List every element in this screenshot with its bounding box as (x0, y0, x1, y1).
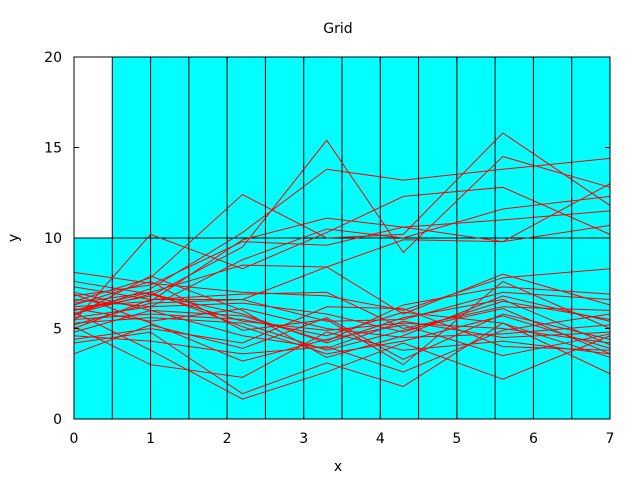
series-line (73, 326, 611, 378)
series-line (73, 308, 611, 339)
x-tick-label: 3 (299, 431, 308, 447)
x-tick-label: 5 (452, 431, 461, 447)
series-line (73, 210, 611, 297)
series-line (73, 291, 611, 330)
x-tick-label: 0 (70, 431, 79, 447)
series-line (73, 322, 611, 395)
series-line (73, 280, 611, 366)
grid-lines (74, 57, 611, 419)
series-lines (73, 132, 611, 400)
series-line (73, 313, 611, 360)
chart-title: Grid (323, 21, 352, 37)
series-line (73, 266, 611, 326)
series-line (73, 311, 611, 400)
series-line (73, 293, 611, 362)
fill-upper-region (112, 57, 611, 238)
y-tick-label: 0 (53, 412, 62, 428)
series-line (73, 286, 611, 342)
series-line (73, 291, 611, 355)
y-axis-label: y (6, 234, 22, 242)
x-tick-label: 1 (146, 431, 155, 447)
series-line (73, 308, 611, 355)
series-line (73, 157, 611, 315)
series-line (73, 306, 611, 351)
x-tick-label: 4 (376, 431, 385, 447)
x-axis-label: x (334, 459, 342, 475)
series-line (73, 186, 611, 322)
series-line (73, 268, 611, 311)
series-line (73, 139, 611, 311)
series-line (73, 313, 611, 373)
y-axis-ticks: 0 5 10 15 20 (44, 50, 610, 428)
series-line (73, 280, 611, 344)
y-tick-label: 10 (44, 231, 62, 247)
x-tick-label: 6 (529, 431, 538, 447)
x-tick-label: 2 (223, 431, 232, 447)
y-tick-label: 20 (44, 50, 62, 66)
x-axis-ticks: 0 1 2 3 4 5 6 7 (70, 57, 615, 447)
y-tick-label: 5 (53, 322, 62, 338)
y-tick-label: 15 (44, 141, 62, 157)
series-line (73, 132, 611, 302)
series-line (73, 299, 611, 333)
series-line (73, 275, 611, 358)
x-tick-label: 7 (606, 431, 615, 447)
